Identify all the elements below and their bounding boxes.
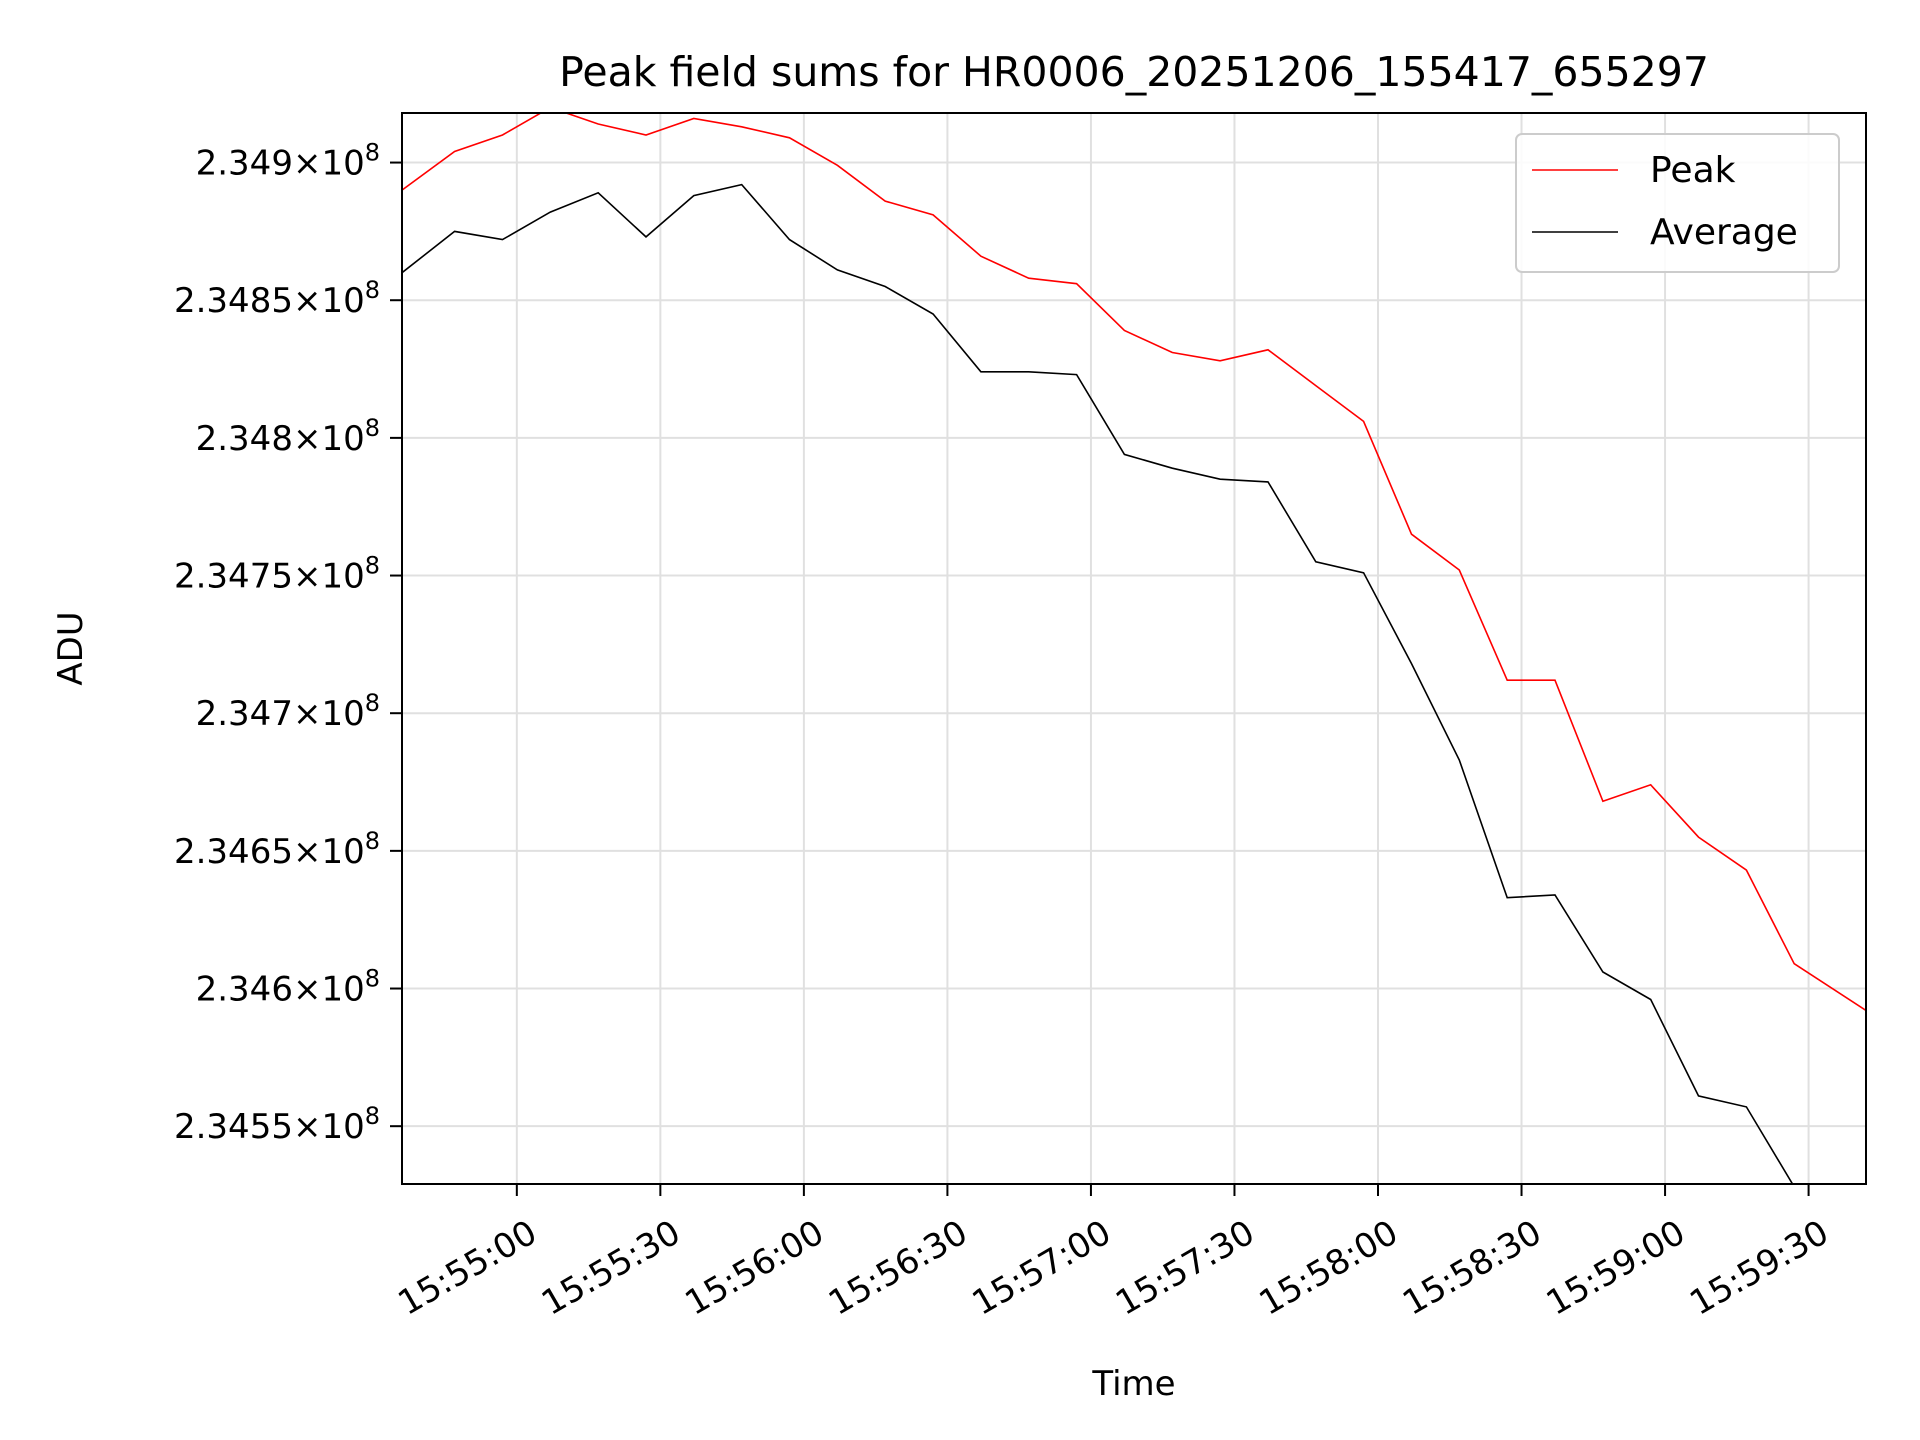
y-tick-label: 2.346×108	[196, 965, 380, 1010]
y-tick-label: 2.3465×108	[174, 827, 380, 872]
legend-label-peak: Peak	[1650, 150, 1736, 191]
plot-frame	[401, 112, 1867, 1185]
x-tick-label: 15:58:30	[1396, 1213, 1548, 1324]
y-tick-label: 2.349×108	[196, 139, 380, 184]
series-layer	[402, 113, 1866, 1184]
x-tick-label: 15:56:30	[822, 1213, 974, 1324]
y-tick-label: 2.3485×108	[174, 276, 380, 321]
y-tick-label: 2.3475×108	[174, 552, 380, 597]
y-axis-label: ADU	[51, 611, 91, 685]
x-tick-label: 15:55:00	[391, 1213, 543, 1324]
legend-box	[1515, 133, 1840, 273]
x-tick-label: 15:55:30	[535, 1213, 687, 1324]
x-tick-label: 15:57:30	[1109, 1213, 1261, 1324]
y-tick-label: 2.348×108	[196, 414, 380, 459]
y-tick-label: 2.3455×108	[174, 1102, 380, 1147]
x-tick-label: 15:59:30	[1683, 1213, 1835, 1324]
chart-title: Peak field sums for HR0006_20251206_1554…	[559, 48, 1709, 96]
x-tick-label: 15:57:00	[966, 1213, 1118, 1324]
grid	[402, 113, 1866, 1184]
x-tick-label: 15:59:00	[1540, 1213, 1692, 1324]
x-tick-label: 15:58:00	[1253, 1213, 1405, 1324]
y-tick-label: 2.347×108	[196, 689, 380, 734]
legend: Peak Average	[1515, 133, 1840, 273]
axis-ticks: 15:55:0015:55:3015:56:0015:56:3015:57:00…	[174, 139, 1836, 1324]
series-line-average	[402, 183, 1794, 1184]
series-line-peak	[402, 113, 1866, 1012]
x-axis-label: Time	[1091, 1364, 1175, 1404]
x-tick-label: 15:56:00	[679, 1213, 831, 1324]
legend-label-average: Average	[1650, 212, 1798, 253]
